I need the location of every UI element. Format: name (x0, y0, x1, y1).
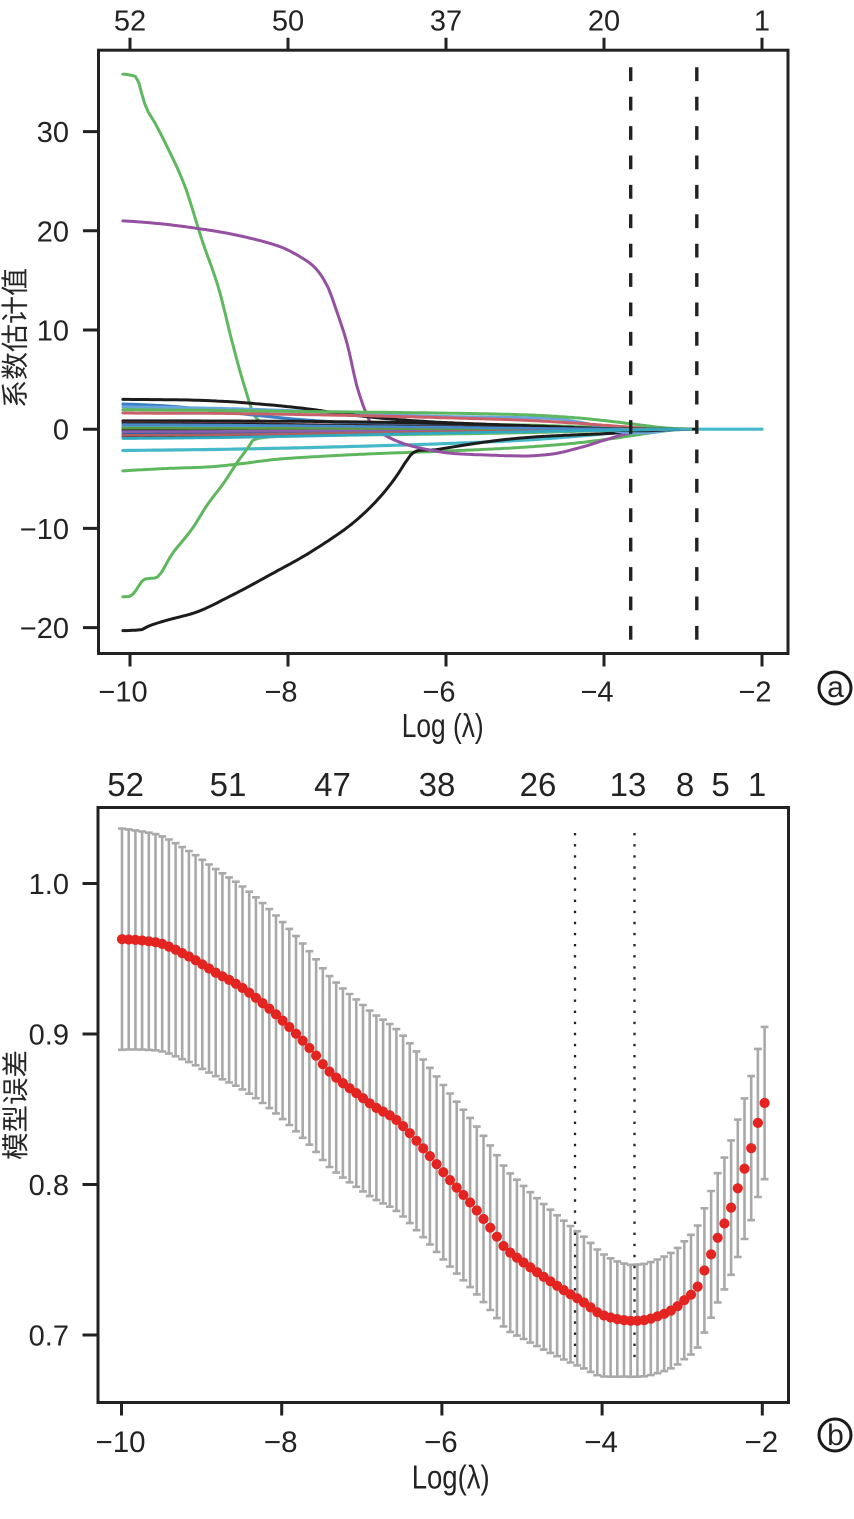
svg-text:5: 5 (711, 766, 729, 803)
svg-text:1.0: 1.0 (29, 869, 69, 901)
svg-text:37: 37 (430, 6, 462, 38)
svg-text:−2: −2 (738, 677, 771, 709)
svg-text:50: 50 (272, 6, 304, 38)
svg-text:52: 52 (114, 6, 146, 38)
svg-text:10: 10 (37, 316, 69, 348)
svg-text:−10: −10 (98, 677, 147, 709)
svg-text:30: 30 (37, 117, 69, 149)
svg-text:b: b (827, 1419, 844, 1452)
svg-text:38: 38 (419, 766, 456, 803)
svg-text:0.8: 0.8 (29, 1170, 69, 1202)
svg-text:13: 13 (610, 766, 647, 803)
svg-text:−10: −10 (20, 514, 69, 546)
svg-text:1: 1 (754, 6, 770, 38)
svg-text:0.7: 0.7 (29, 1321, 69, 1353)
svg-text:−10: −10 (95, 1426, 145, 1459)
svg-text:−8: −8 (264, 1426, 298, 1459)
svg-text:a: a (827, 671, 844, 704)
svg-text:8: 8 (676, 766, 694, 803)
svg-text:20: 20 (588, 6, 620, 38)
svg-text:1: 1 (748, 766, 766, 803)
svg-text:Log(λ): Log(λ) (412, 1458, 490, 1495)
svg-text:−6: −6 (422, 677, 455, 709)
svg-text:−4: −4 (584, 1426, 618, 1459)
svg-text:0: 0 (53, 415, 69, 447)
svg-text:−2: −2 (744, 1426, 778, 1459)
svg-text:47: 47 (314, 766, 351, 803)
svg-text:Log (λ): Log (λ) (402, 707, 484, 744)
svg-text:−4: −4 (580, 677, 613, 709)
svg-text:26: 26 (520, 766, 557, 803)
svg-text:−6: −6 (424, 1426, 458, 1459)
svg-text:0.9: 0.9 (29, 1020, 69, 1052)
svg-text:52: 52 (107, 766, 144, 803)
svg-text:−20: −20 (20, 613, 69, 645)
svg-text:51: 51 (210, 766, 247, 803)
svg-text:20: 20 (37, 216, 69, 248)
svg-text:−8: −8 (264, 677, 297, 709)
